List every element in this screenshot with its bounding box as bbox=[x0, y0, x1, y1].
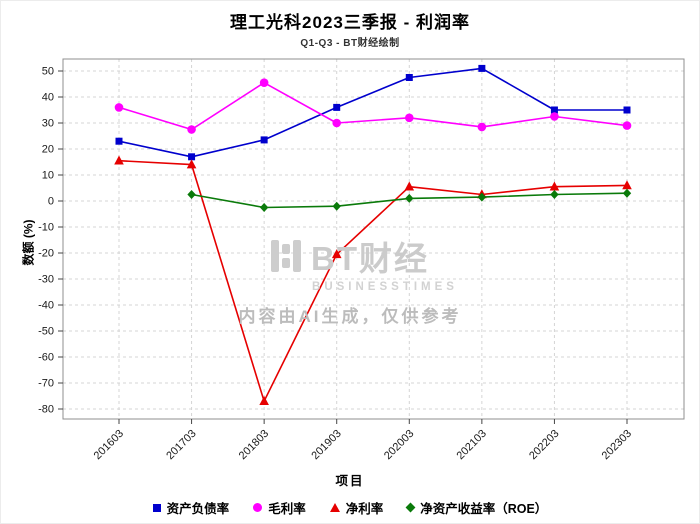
y-tick-label: -80 bbox=[38, 404, 54, 416]
y-tick-label: -40 bbox=[38, 300, 54, 312]
data-point bbox=[188, 153, 196, 161]
legend-label-roe: 净资产收益率（ROE） bbox=[420, 502, 548, 516]
data-point bbox=[622, 121, 632, 130]
legend-item-net-margin: 净利率 bbox=[329, 498, 384, 517]
y-tick-label: -70 bbox=[38, 378, 54, 390]
data-point bbox=[478, 64, 486, 72]
data-point bbox=[331, 249, 342, 259]
circle-marker-icon bbox=[253, 503, 263, 512]
square-marker-icon bbox=[152, 503, 161, 512]
data-point bbox=[477, 192, 487, 202]
x-tick-label: 202303 bbox=[600, 428, 634, 462]
data-point bbox=[550, 190, 559, 199]
triangle-marker-icon bbox=[329, 503, 340, 512]
y-tick-label: 50 bbox=[42, 66, 54, 78]
x-tick-label: 202003 bbox=[382, 428, 416, 462]
series-square bbox=[115, 64, 631, 161]
data-point bbox=[622, 180, 632, 190]
data-point bbox=[550, 106, 558, 114]
legend-item-roe: 净资产收益率（ROE） bbox=[405, 498, 548, 517]
legend-label-debt-ratio: 资产负债率 bbox=[166, 502, 230, 516]
data-point bbox=[477, 122, 487, 132]
diamond-marker-icon bbox=[405, 502, 416, 513]
data-point bbox=[332, 118, 342, 128]
data-point bbox=[405, 193, 414, 203]
legend-label-net-margin: 净利率 bbox=[345, 502, 384, 516]
y-tick-label: -20 bbox=[38, 248, 54, 260]
data-point bbox=[332, 201, 341, 211]
chart-title: 理工光科2023三季报 - 利润率 bbox=[230, 13, 470, 32]
y-tick-label: 30 bbox=[42, 118, 54, 130]
legend-label-gross-margin: 毛利率 bbox=[268, 502, 306, 516]
x-tick-label: 201903 bbox=[309, 428, 343, 462]
x-tick-label: 202203 bbox=[527, 428, 561, 462]
data-point bbox=[623, 106, 631, 114]
x-tick-label: 201803 bbox=[237, 428, 271, 462]
y-tick-label: 10 bbox=[42, 170, 54, 182]
data-point bbox=[260, 136, 268, 144]
y-tick-label: 40 bbox=[42, 92, 54, 104]
data-point bbox=[187, 190, 196, 199]
data-point bbox=[187, 125, 196, 134]
plot-frame bbox=[62, 58, 685, 420]
grid bbox=[63, 59, 684, 419]
y-tick-label: 20 bbox=[42, 144, 54, 156]
x-tick-label: 202103 bbox=[455, 428, 489, 462]
data-point bbox=[404, 181, 415, 191]
series-line bbox=[118, 81, 628, 131]
data-point bbox=[333, 103, 341, 111]
data-point bbox=[549, 181, 560, 191]
y-tick-label: -50 bbox=[38, 326, 54, 338]
data-point bbox=[404, 113, 414, 123]
legend-item-debt-ratio: 资产负债率 bbox=[152, 498, 230, 517]
data-point bbox=[622, 188, 632, 198]
series-diamond bbox=[187, 188, 632, 212]
legend-item-gross-margin: 毛利率 bbox=[253, 498, 306, 517]
y-axis-label: 数额 (%) bbox=[21, 219, 36, 266]
x-tick-label: 201703 bbox=[164, 428, 198, 462]
data-point bbox=[114, 103, 124, 112]
y-tick-label: -10 bbox=[38, 222, 54, 234]
data-point bbox=[405, 74, 413, 81]
data-point bbox=[114, 155, 124, 165]
y-tick-label: 0 bbox=[48, 196, 54, 208]
data-point bbox=[259, 396, 269, 405]
series-line bbox=[118, 67, 628, 158]
data-point bbox=[115, 137, 123, 145]
x-tick-label: 201603 bbox=[92, 428, 126, 462]
legend: 资产负债率 毛利率 净利率 净资产收益率（ROE） bbox=[1, 498, 699, 517]
data-point bbox=[550, 112, 559, 121]
data-point bbox=[259, 78, 269, 87]
series-line bbox=[118, 159, 628, 402]
chart-subtitle: Q1-Q3 - BT财经绘制 bbox=[300, 38, 400, 49]
data-point bbox=[259, 203, 269, 212]
data-point bbox=[186, 159, 197, 169]
y-tick-label: -60 bbox=[38, 352, 54, 364]
x-axis-label: 项目 bbox=[335, 474, 365, 488]
series-circle bbox=[114, 78, 632, 134]
y-tick-label: -30 bbox=[38, 274, 54, 286]
